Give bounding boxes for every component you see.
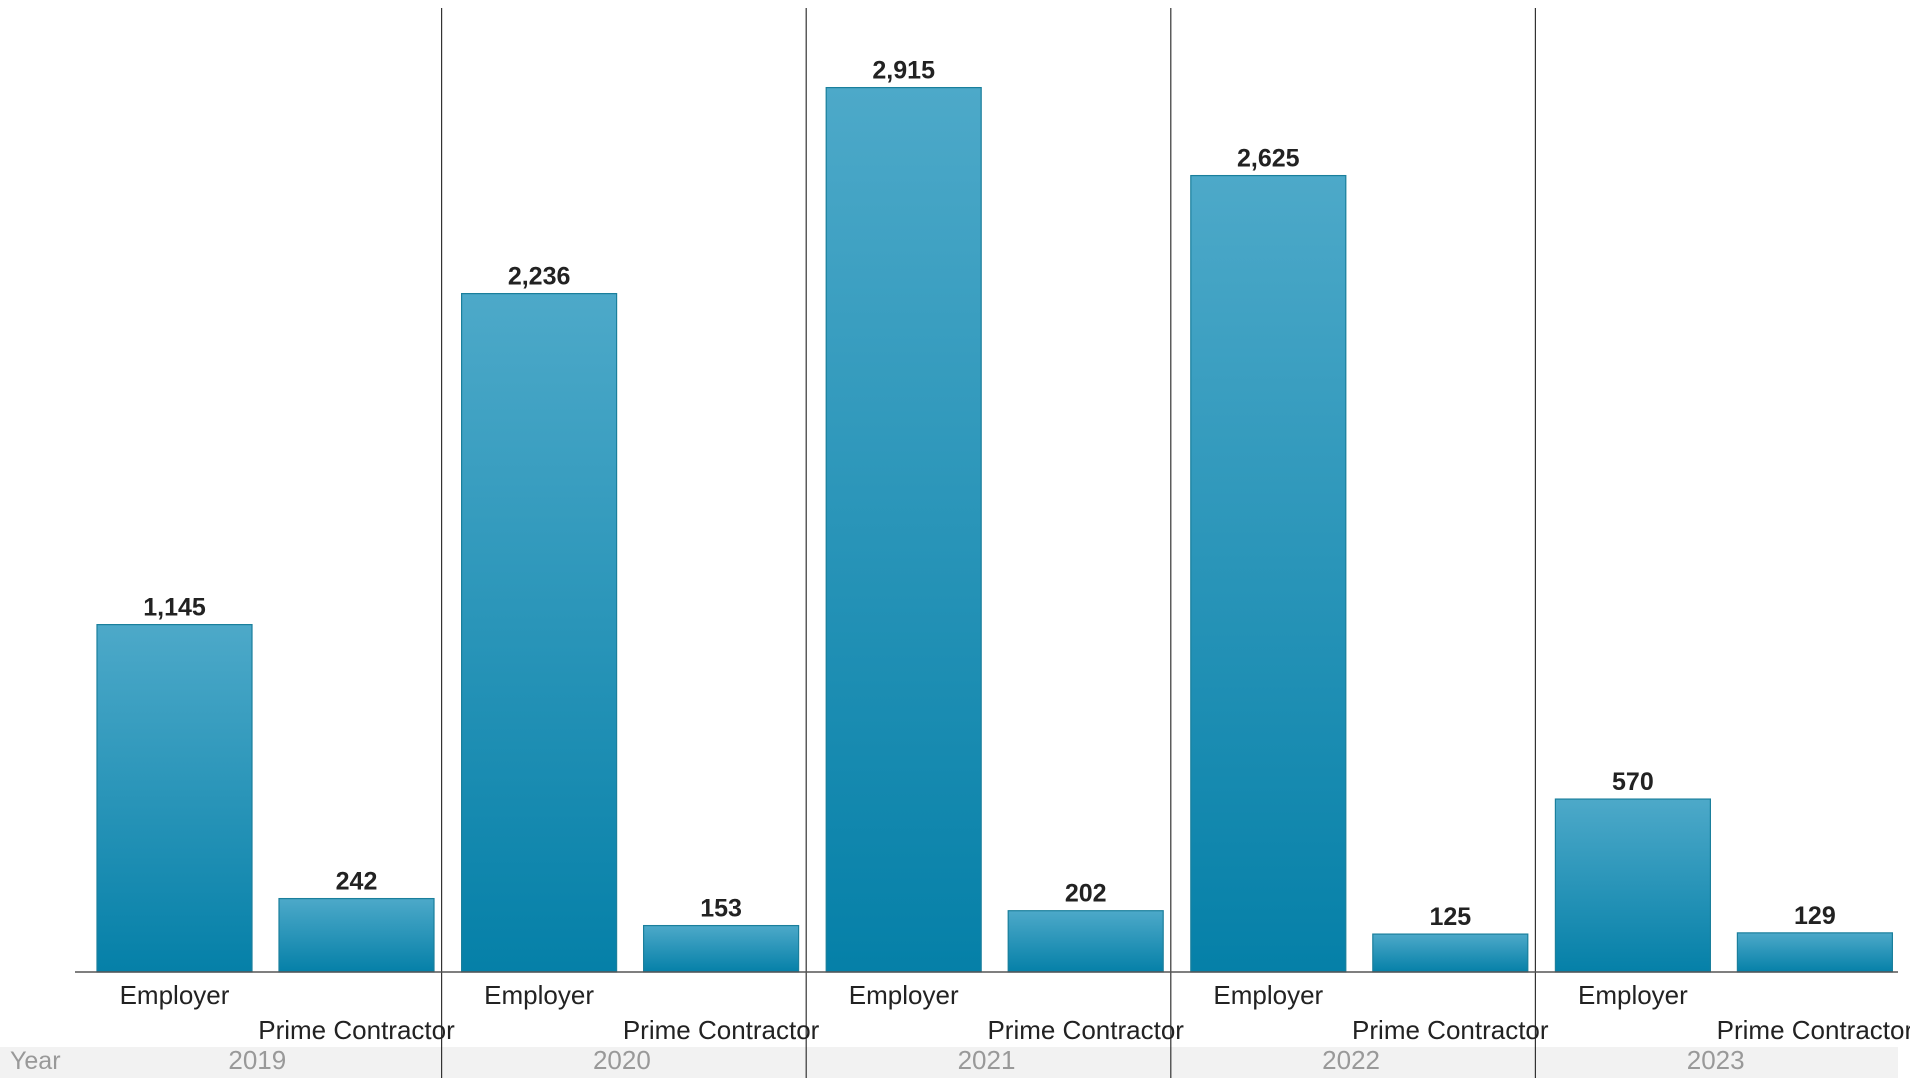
value-label: 153: [700, 895, 742, 923]
value-label: 242: [336, 868, 378, 896]
bar-2021-prime-contractor: [1007, 910, 1164, 973]
category-label: Prime Contractor: [1352, 1015, 1549, 1045]
year-label: 2020: [593, 1045, 651, 1075]
year-header-label: Year: [10, 1047, 61, 1075]
category-label: Prime Contractor: [1717, 1015, 1910, 1045]
category-label: Employer: [1578, 980, 1688, 1010]
year-label: 2019: [228, 1045, 286, 1075]
bar-2020-prime-contractor: [642, 924, 800, 973]
category-label: Employer: [484, 980, 594, 1010]
year-label: 2023: [1687, 1045, 1745, 1075]
value-label: 129: [1794, 902, 1836, 930]
value-label: 125: [1429, 903, 1471, 931]
group-dividers: [441, 8, 1537, 1078]
value-label: 202: [1065, 880, 1107, 908]
value-label: 2,625: [1237, 145, 1300, 173]
category-label: Prime Contractor: [623, 1015, 820, 1045]
bars: [96, 86, 1894, 973]
bar-2019-employer: [96, 624, 253, 973]
bar-2022-prime-contractor: [1372, 933, 1529, 973]
category-label: Prime Contractor: [987, 1015, 1184, 1045]
year-label: 2021: [958, 1045, 1016, 1075]
year-labels: Year 2019 2020 2021 2022 2023: [10, 1045, 1745, 1075]
value-label: 2,915: [872, 57, 935, 85]
value-label: 570: [1612, 768, 1654, 796]
bar-2023-prime-contractor: [1736, 932, 1894, 973]
category-label: Employer: [849, 980, 959, 1010]
year-label: 2022: [1322, 1045, 1380, 1075]
category-labels: Employer Prime Contractor Employer Prime Co…: [120, 980, 1910, 1045]
bar-2020-employer: [461, 292, 618, 973]
bar-2021-employer: [825, 86, 982, 973]
value-label: 2,236: [508, 263, 571, 291]
value-label: 1,145: [143, 594, 206, 622]
bar-2022-employer: [1190, 174, 1347, 973]
bar-2019-prime-contractor: [278, 897, 435, 973]
value-labels: 1,145 242 2,236 153 2,915 202 2,625 125 570 129: [143, 57, 1836, 931]
category-label: Employer: [1213, 980, 1323, 1010]
category-label: Employer: [120, 980, 230, 1010]
category-label: Prime Contractor: [258, 1015, 455, 1045]
year-header-band: [0, 1047, 1898, 1078]
bar-2023-employer: [1554, 798, 1712, 973]
